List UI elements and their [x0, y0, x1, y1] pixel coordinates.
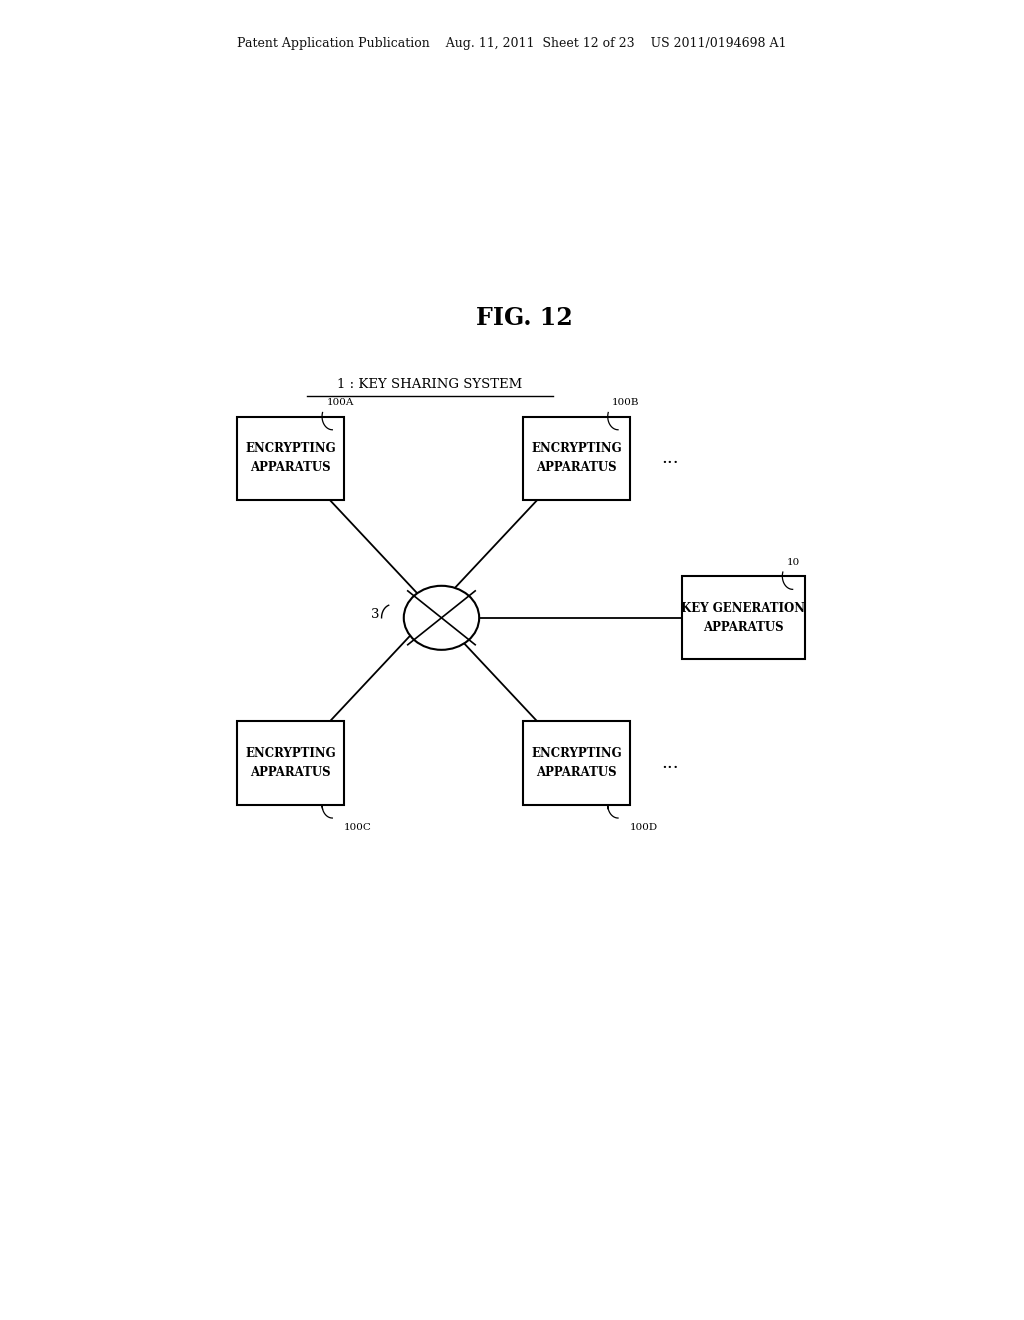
Text: Patent Application Publication    Aug. 11, 2011  Sheet 12 of 23    US 2011/01946: Patent Application Publication Aug. 11, …: [238, 37, 786, 50]
FancyBboxPatch shape: [523, 722, 630, 805]
Text: ENCRYPTING
APPARATUS: ENCRYPTING APPARATUS: [246, 442, 336, 474]
Text: ...: ...: [662, 449, 679, 467]
Text: 100A: 100A: [327, 399, 354, 408]
Text: 10: 10: [786, 558, 800, 568]
Text: ENCRYPTING
APPARATUS: ENCRYPTING APPARATUS: [531, 747, 622, 779]
Text: ENCRYPTING
APPARATUS: ENCRYPTING APPARATUS: [531, 442, 622, 474]
FancyBboxPatch shape: [238, 417, 344, 500]
Text: FIG. 12: FIG. 12: [476, 306, 573, 330]
Text: 100D: 100D: [630, 824, 658, 832]
Text: ENCRYPTING
APPARATUS: ENCRYPTING APPARATUS: [246, 747, 336, 779]
Text: 100C: 100C: [344, 824, 372, 832]
FancyBboxPatch shape: [682, 576, 805, 660]
Text: 3: 3: [372, 609, 380, 622]
Text: ...: ...: [662, 754, 679, 772]
Text: KEY GENERATION
APPARATUS: KEY GENERATION APPARATUS: [681, 602, 805, 634]
FancyBboxPatch shape: [238, 722, 344, 805]
Text: 100B: 100B: [612, 399, 640, 408]
Ellipse shape: [403, 586, 479, 649]
FancyBboxPatch shape: [523, 417, 630, 500]
Text: 1 : KEY SHARING SYSTEM: 1 : KEY SHARING SYSTEM: [337, 378, 522, 391]
